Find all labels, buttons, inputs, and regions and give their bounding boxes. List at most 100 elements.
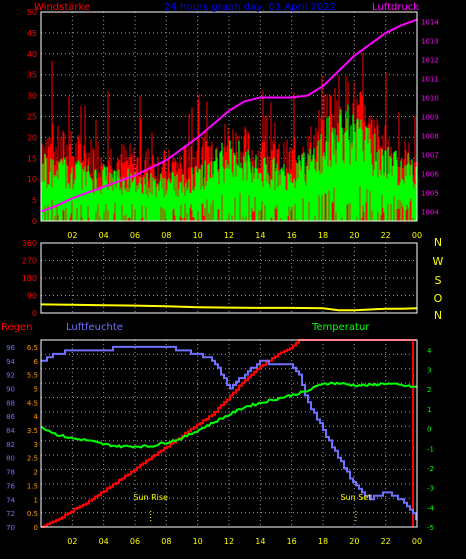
luftdruck-label: Luftdruck [372,2,419,13]
temperature-y-tick: 2 [427,386,431,394]
rain-y-tick: 3.5 [27,427,38,435]
chart-title: 24 hours graph day, 01 April 2022 [164,2,336,13]
pressure-y-tick: 1012 [421,57,439,65]
wind-y-tick: 10 [27,175,37,184]
pressure-y-tick: 1014 [421,19,439,27]
rain-y-tick: 4.5 [27,399,38,407]
direction-letter: O [434,292,443,305]
gust-series [41,104,417,221]
rain-y-tick: 2 [34,469,38,477]
rain-y-tick: 6 [34,358,39,366]
x-tick-label: 18 [318,231,328,240]
x-tick-label: 14 [255,231,265,240]
direction-y-tick: 270 [22,257,37,266]
wind-direction-line [40,303,418,312]
temperature-y-tick: 1 [427,406,431,414]
x-tick-label: 14 [255,537,265,546]
regen-label: Regen [1,322,33,333]
humidity-line [41,345,417,521]
direction-plot-frame [40,242,418,314]
wind-y-tick: 50 [27,8,37,17]
rain-y-tick: 0 [34,524,38,532]
x-tick-label: 20 [349,231,359,240]
pressure-y-tick: 1011 [421,76,439,84]
direction-y-tick: 180 [22,274,37,283]
humidity-y-tick: 92 [6,372,15,380]
humidity-y-tick: 82 [6,441,15,449]
x-tick-label: 22 [381,537,391,546]
x-tick-label: 12 [224,537,234,546]
humidity-y-tick: 96 [6,344,15,352]
direction-y-tick: 0 [32,309,37,318]
x-tick-label: 16 [287,231,297,240]
direction-y-tick: 90 [27,292,37,301]
humidity-y-tick: 74 [6,496,15,504]
temperature-line [40,381,418,449]
x-tick-label: 12 [224,231,234,240]
x-tick-label: 18 [318,537,328,546]
wind-y-tick: 15 [27,154,37,163]
humidity-y-tick: 72 [6,510,15,518]
temperature-y-tick: -1 [427,445,434,453]
wind-y-tick: 0 [32,217,37,226]
wind-plot-frame [40,11,418,222]
direction-letter: W [433,255,444,268]
temperature-y-tick: 4 [427,347,432,355]
x-tick-label: 06 [130,231,140,240]
temperature-y-tick: -4 [427,504,435,512]
x-tick-label: 16 [287,537,297,546]
x-tick-label: 00 [412,231,422,240]
rain-y-tick: 2.5 [27,455,38,463]
wind-y-tick: 35 [27,71,37,80]
direction-letter: N [434,309,442,322]
x-tick-label: 08 [161,231,171,240]
temperatur-label: Temperatur [311,322,370,333]
humidity-y-tick: 94 [6,358,15,366]
x-tick-label: 22 [381,231,391,240]
humidity-y-tick: 80 [6,455,15,463]
x-tick-label: 08 [161,537,171,546]
humidity-y-tick: 78 [6,469,15,477]
humidity-y-tick: 84 [6,427,15,435]
x-tick-label: 02 [67,231,77,240]
rain-y-tick: 4 [34,413,39,421]
temperature-y-tick: -2 [427,465,434,473]
wind-y-tick: 5 [32,196,37,205]
x-tick-label: 02 [67,537,77,546]
x-tick-label: 06 [130,537,140,546]
rain-y-tick: 5 [34,385,38,393]
windstaerke-label: Windstärke [34,2,90,13]
rain-y-tick: 6.5 [27,344,38,352]
wind-y-tick: 25 [27,113,37,122]
pressure-y-tick: 1006 [421,171,439,179]
x-tick-label: 10 [193,537,203,546]
humidity-y-tick: 76 [6,482,15,490]
rain-y-tick: 1.5 [27,482,38,490]
humidity-y-tick: 88 [6,399,15,407]
humidity-y-tick: 70 [6,524,15,532]
direction-y-tick: 360 [22,239,37,248]
x-tick-label: 04 [99,537,109,546]
pressure-y-tick: 1010 [421,95,439,103]
climate-plot-frame [40,339,418,528]
humidity-y-tick: 90 [6,385,15,393]
x-tick-label: 10 [193,231,203,240]
pressure-y-tick: 1007 [421,152,439,160]
pressure-y-tick: 1009 [421,114,439,122]
pressure-y-tick: 1005 [421,190,439,198]
pressure-line [40,18,418,213]
wind-y-tick: 20 [27,133,37,142]
x-tick-label: 04 [99,231,109,240]
pressure-y-tick: 1008 [421,133,439,141]
humidity-y-tick: 86 [6,413,15,421]
rain-y-tick: 5.5 [27,372,38,380]
direction-letter: S [435,274,442,287]
direction-letter: N [434,236,442,249]
direction-grid [41,243,417,313]
sun-rise-label: Sun Rise [133,493,168,502]
rain-y-tick: 1 [34,496,38,504]
x-tick-label: 20 [349,537,359,546]
rain-y-tick: 0.5 [27,510,38,518]
x-tick-label: 00 [412,537,422,546]
